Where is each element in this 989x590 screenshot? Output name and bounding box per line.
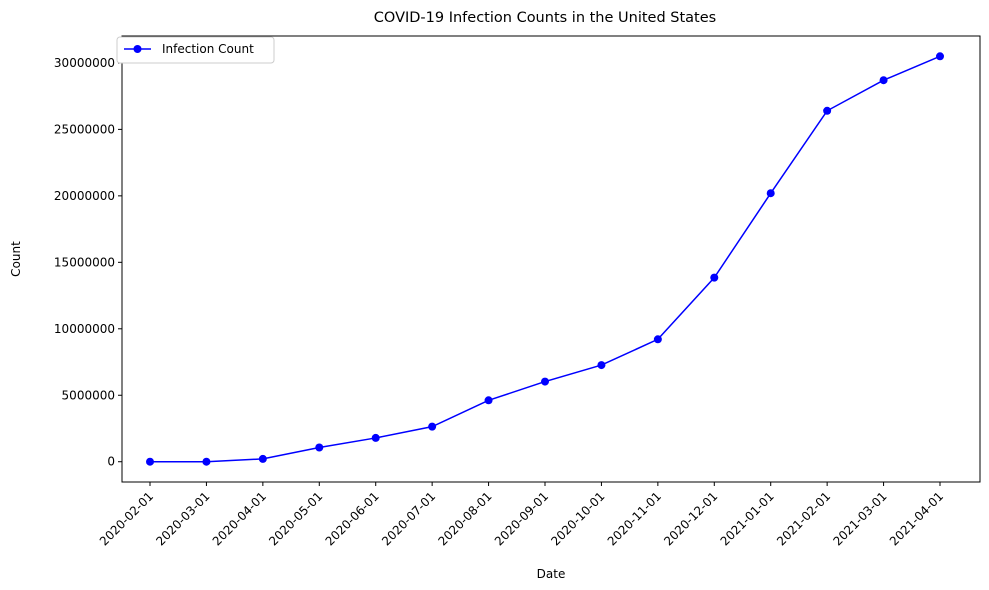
plot-area (121, 35, 981, 483)
data-point (653, 335, 662, 344)
y-axis: 0 5000000 10000000 15000000 20000000 25000000… (54, 56, 122, 469)
y-axis-label: Count (9, 241, 23, 277)
chart-title: COVID-19 Infection Counts in the United … (374, 10, 716, 26)
y-tick-label: 20000000 (54, 189, 115, 203)
data-point (315, 443, 324, 452)
data-point (541, 377, 549, 386)
data-point (823, 106, 832, 115)
y-tick-label: 30000000 (54, 56, 115, 70)
data-point (428, 422, 437, 431)
data-point (258, 454, 267, 463)
y-tick-label: 0 (107, 455, 115, 469)
data-point (202, 457, 211, 466)
legend: Infection Count (116, 36, 275, 64)
x-tick-label: 2021-01-01 (718, 489, 777, 548)
data-point (371, 433, 380, 442)
x-tick-label: 2020-02-01 (97, 489, 156, 548)
data-point (597, 361, 606, 370)
legend-label-infection-count: Infection Count (162, 42, 254, 56)
x-tick-label: 2020-10-01 (548, 489, 607, 548)
x-tick-label: 2020-04-01 (210, 489, 269, 548)
x-tick-label: 2020-05-01 (266, 489, 325, 548)
x-tick-label: 2020-03-01 (153, 489, 212, 548)
data-point (484, 396, 493, 405)
x-tick-label: 2021-02-01 (774, 489, 833, 548)
x-tick-label: 2020-08-01 (435, 489, 494, 548)
legend-marker-swatch (133, 45, 142, 53)
x-tick-label: 2020-06-01 (323, 489, 382, 548)
y-tick-label: 25000000 (54, 122, 115, 136)
series-layer (146, 52, 944, 466)
series-line-infection-count (149, 55, 941, 463)
legend-box (116, 36, 275, 64)
y-tick-label: 15000000 (54, 255, 115, 269)
y-tick-label: 10000000 (54, 322, 115, 336)
x-axis: 2020-02-012020-03-012020-04-012020-05-01… (97, 482, 946, 548)
x-axis-label: Date (537, 567, 566, 581)
data-point (146, 457, 154, 466)
x-tick-label: 2020-12-01 (661, 489, 720, 548)
x-tick-label: 2021-04-01 (887, 489, 946, 548)
x-tick-label: 2020-07-01 (379, 489, 438, 548)
data-point (710, 273, 719, 282)
data-point (879, 76, 888, 85)
data-point (936, 52, 944, 61)
data-point (766, 189, 775, 198)
x-tick-label: 2021-03-01 (830, 489, 889, 548)
x-tick-label: 2020-09-01 (492, 489, 551, 548)
x-tick-label: 2020-11-01 (605, 489, 664, 548)
y-tick-label: 5000000 (62, 388, 115, 402)
